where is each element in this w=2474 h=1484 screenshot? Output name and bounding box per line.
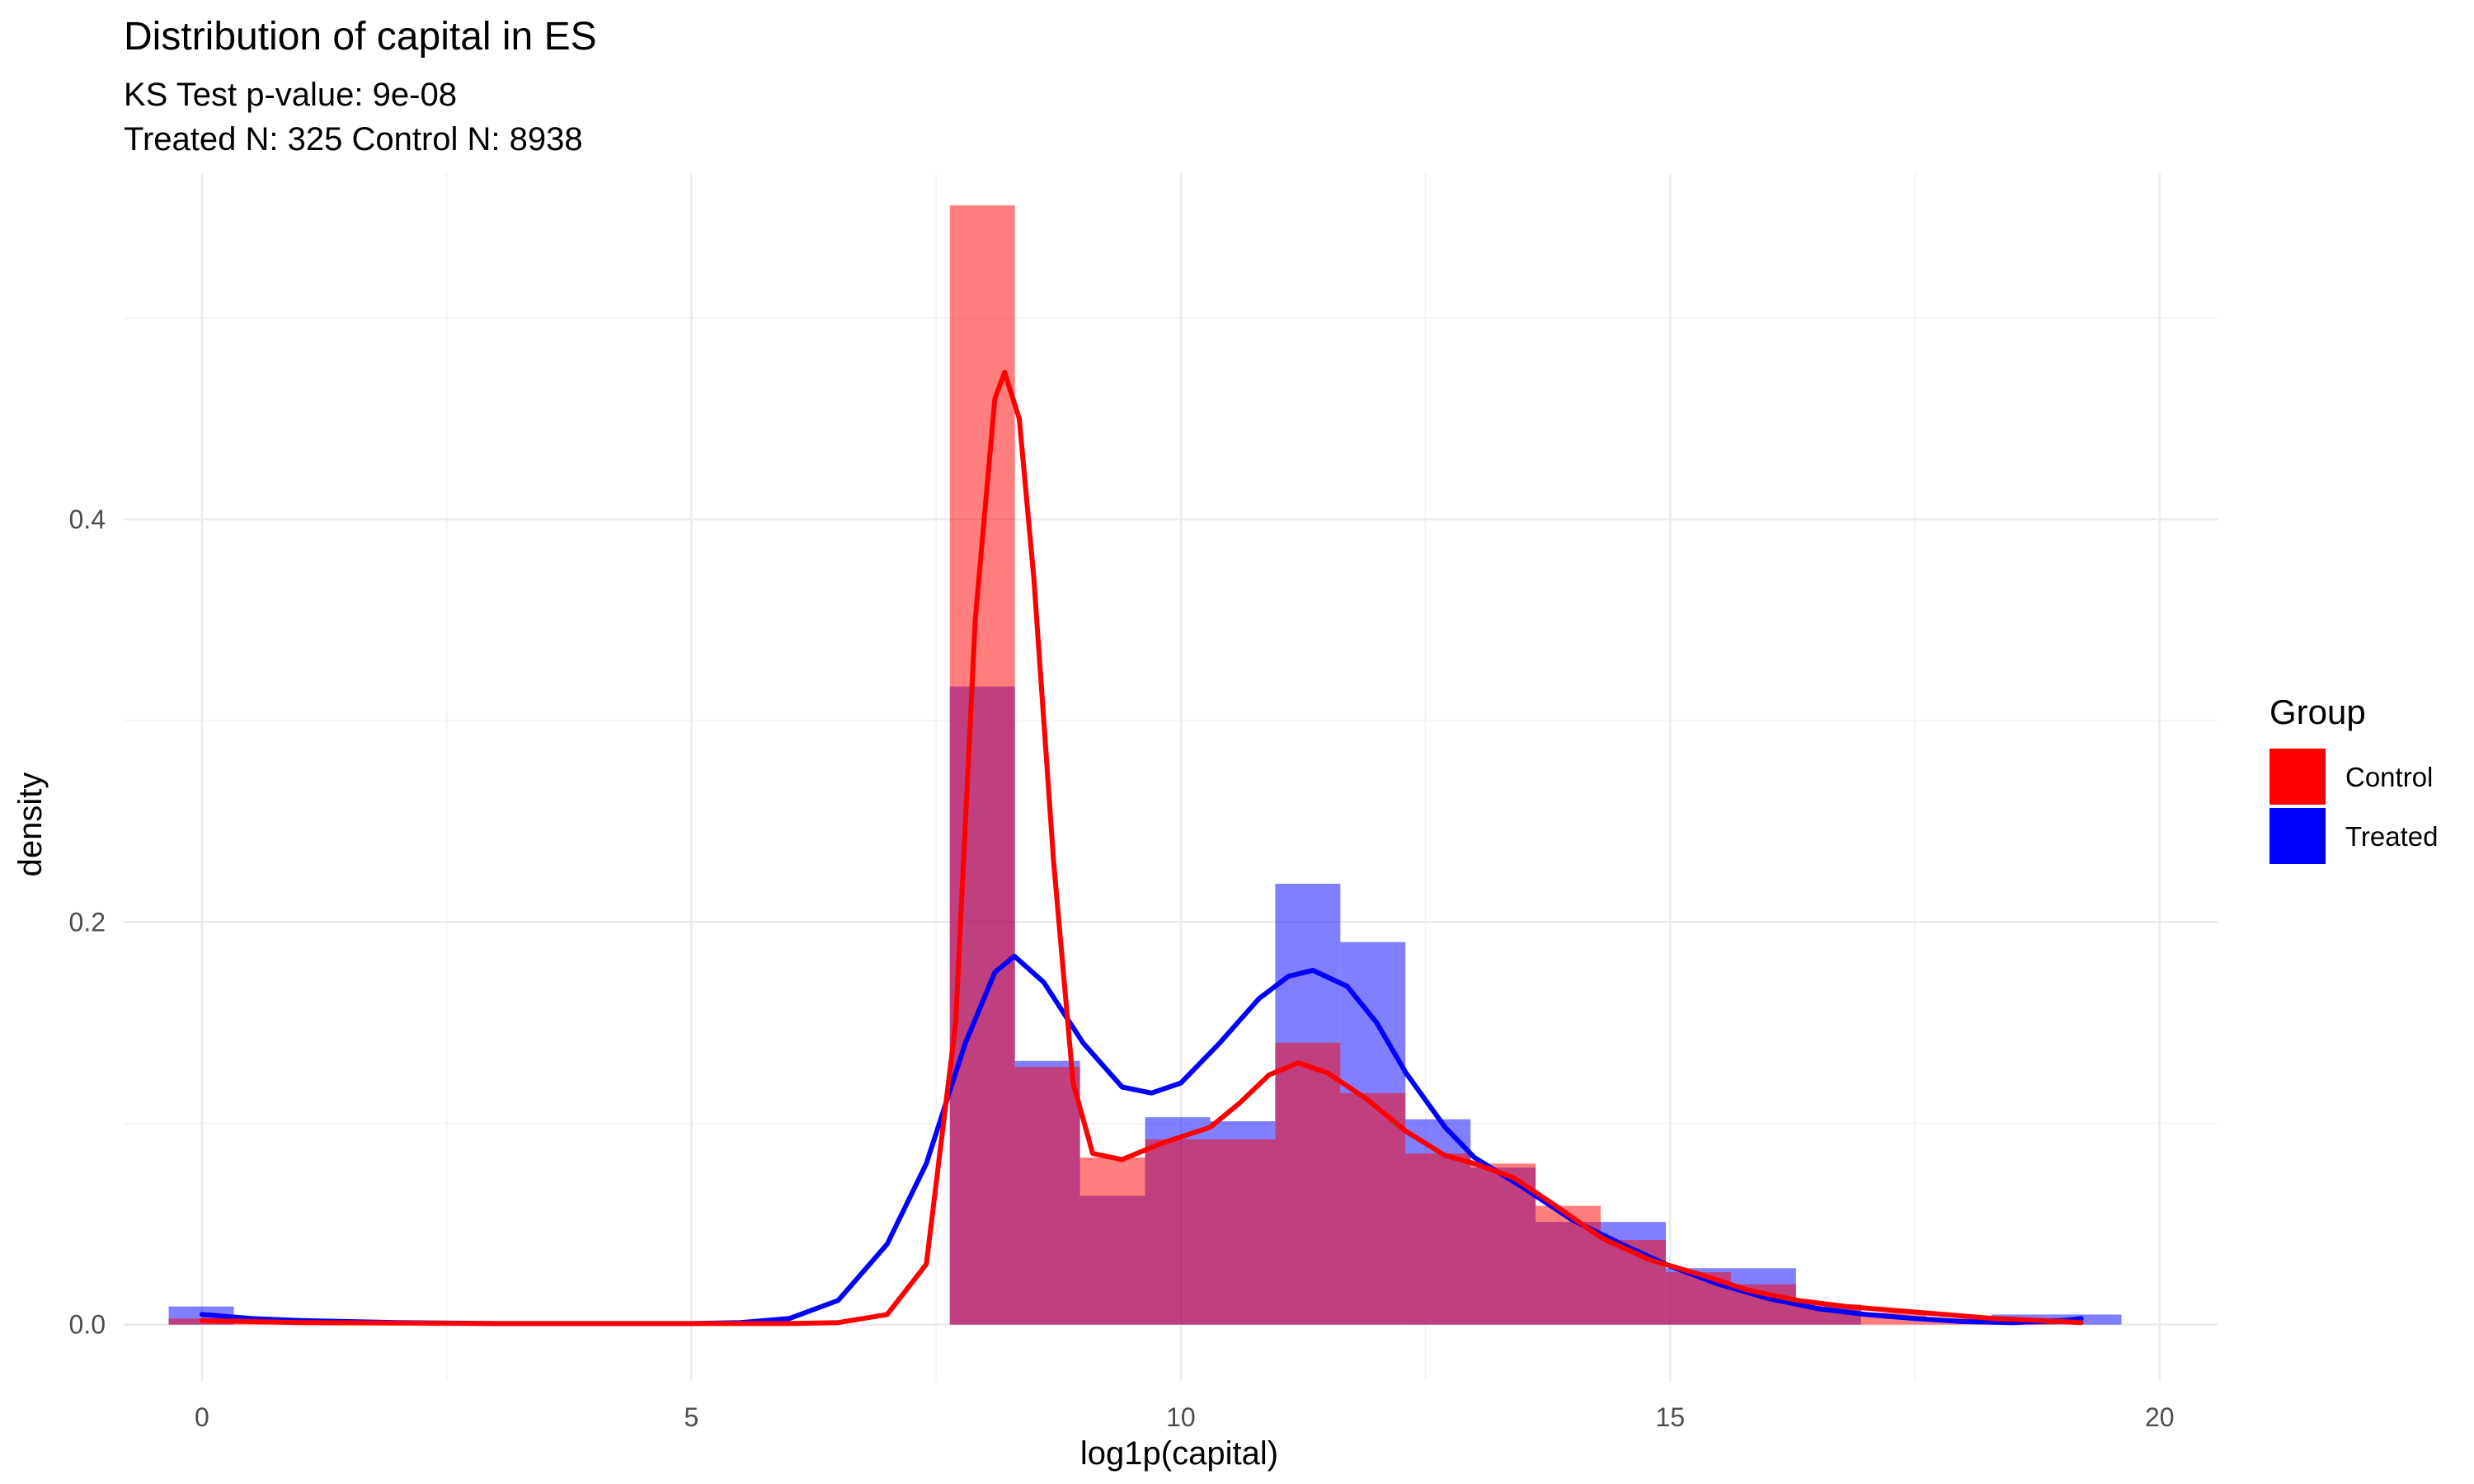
chart-subtitle-line-2: Treated N: 325 Control N: 8938 (124, 121, 583, 157)
y-tick-label: 0.0 (69, 1310, 106, 1340)
tick-labels: 0 5 10 15 20 0.0 0.2 0.4 (69, 505, 2175, 1432)
x-tick-label: 20 (2145, 1402, 2175, 1432)
legend-label-treated: Treated (2345, 821, 2439, 852)
histogram-bar-control (1014, 1067, 1080, 1325)
density-curves (200, 369, 2084, 1327)
density-curve-control (200, 369, 2084, 1327)
histogram-bar-control (949, 205, 1015, 1325)
x-tick-label: 15 (1656, 1402, 1686, 1432)
histogram-bar-control (1079, 1157, 1145, 1325)
legend-label-control: Control (2345, 762, 2433, 792)
legend-swatch-treated (2269, 808, 2326, 864)
y-tick-label: 0.2 (69, 907, 106, 937)
x-tick-label: 10 (1166, 1402, 1196, 1432)
y-tick-label: 0.4 (69, 505, 106, 534)
histogram-bar-control (1210, 1139, 1276, 1325)
legend: Group Control Treated (2269, 693, 2439, 864)
y-axis-title: density (12, 773, 49, 877)
chart-subtitle-line-1: KS Test p-value: 9e-08 (124, 77, 457, 113)
histogram-bar-control (1405, 1153, 1471, 1325)
histogram-bar-control (1275, 1042, 1341, 1325)
histogram-bar-control (1340, 1092, 1406, 1325)
x-axis-title: log1p(capital) (1080, 1435, 1278, 1472)
chart-title: Distribution of capital in ES (124, 15, 597, 59)
histogram-bars (168, 205, 2122, 1325)
legend-swatch-control (2269, 749, 2326, 805)
x-tick-label: 0 (195, 1402, 209, 1432)
histogram-bar-control (1145, 1139, 1211, 1325)
legend-title: Group (2269, 693, 2366, 731)
histogram-bar-control (1536, 1205, 1602, 1325)
x-tick-label: 5 (684, 1402, 699, 1432)
